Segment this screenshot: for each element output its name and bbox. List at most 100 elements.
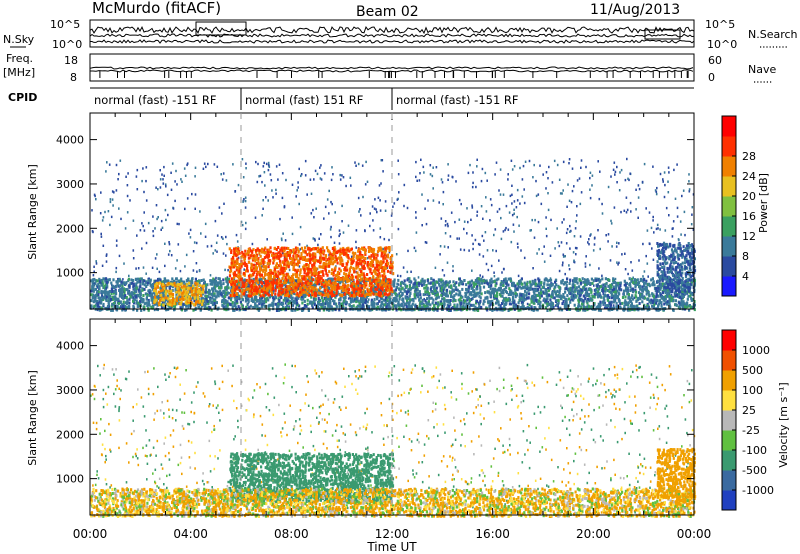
heatmap-cell bbox=[634, 289, 637, 292]
heatmap-cell bbox=[573, 261, 576, 264]
cpid-label: CPID bbox=[8, 91, 37, 104]
heatmap-cell bbox=[474, 282, 477, 286]
heatmap-cell bbox=[624, 299, 627, 303]
heatmap-cell bbox=[196, 270, 198, 273]
heatmap-cell bbox=[334, 308, 337, 312]
heatmap-cell bbox=[565, 304, 568, 308]
heatmap-cell bbox=[92, 283, 95, 287]
heatmap-cell bbox=[139, 285, 142, 289]
heatmap-cell bbox=[565, 287, 568, 290]
heatmap-cell bbox=[447, 163, 449, 166]
heatmap-cell bbox=[119, 159, 122, 162]
heatmap-cell bbox=[602, 283, 605, 287]
heatmap-cell bbox=[589, 263, 591, 267]
heatmap-cell bbox=[256, 299, 259, 303]
heatmap-cell bbox=[585, 283, 588, 287]
heatmap-cell bbox=[610, 219, 612, 223]
heatmap-cell bbox=[470, 298, 473, 301]
heatmap-cell bbox=[330, 305, 333, 309]
heatmap-cell bbox=[540, 281, 543, 285]
heatmap-cell bbox=[495, 278, 498, 282]
heatmap-cell bbox=[530, 306, 533, 310]
heatmap-cell bbox=[507, 297, 510, 301]
heatmap-cell bbox=[432, 298, 435, 302]
heatmap-cell bbox=[213, 278, 216, 282]
heatmap-cell bbox=[664, 295, 667, 298]
heatmap-cell bbox=[449, 295, 453, 299]
heatmap-cell bbox=[405, 303, 408, 307]
heatmap-cell bbox=[685, 303, 688, 307]
heatmap-cell bbox=[379, 199, 381, 202]
heatmap-cell bbox=[110, 308, 113, 312]
heatmap-cell bbox=[243, 268, 245, 271]
heatmap-cell bbox=[93, 265, 95, 268]
heatmap-cell bbox=[328, 253, 330, 257]
heatmap-cell bbox=[209, 279, 212, 283]
heatmap-cell bbox=[436, 308, 439, 312]
heatmap-cell bbox=[124, 227, 127, 230]
heatmap-cell bbox=[588, 288, 591, 292]
heatmap-cell bbox=[520, 301, 523, 304]
heatmap-cell bbox=[584, 306, 588, 310]
heatmap-cell bbox=[558, 308, 561, 312]
heatmap-cell bbox=[137, 301, 140, 305]
heatmap-cell bbox=[139, 299, 142, 303]
heatmap-cell bbox=[105, 253, 108, 256]
heatmap-cell bbox=[115, 270, 117, 274]
heatmap-cell bbox=[561, 302, 564, 306]
heatmap-cell bbox=[322, 306, 325, 310]
heatmap-cell bbox=[512, 223, 515, 226]
heatmap-cell bbox=[616, 165, 618, 169]
heatmap-cell bbox=[297, 181, 299, 184]
heatmap-cell bbox=[107, 296, 110, 300]
heatmap-cell bbox=[160, 228, 162, 231]
heatmap-cell bbox=[558, 291, 561, 295]
heatmap-cell bbox=[426, 305, 429, 309]
heatmap-cell bbox=[453, 294, 456, 298]
heatmap-cell bbox=[91, 280, 94, 284]
heatmap-cell bbox=[422, 304, 425, 308]
heatmap-cell bbox=[511, 295, 515, 299]
heatmap-cell bbox=[413, 308, 416, 312]
heatmap-cell bbox=[261, 180, 263, 184]
heatmap-cell bbox=[624, 295, 627, 299]
heatmap-cell bbox=[432, 166, 434, 169]
heatmap-cell bbox=[549, 304, 553, 308]
heatmap-cell bbox=[619, 302, 622, 306]
heatmap-cell bbox=[237, 256, 240, 260]
nsearch-tick-bottom: 10^0 bbox=[707, 38, 737, 51]
heatmap-cell bbox=[498, 292, 501, 296]
heatmap-cell bbox=[402, 306, 405, 310]
heatmap-cell bbox=[115, 239, 118, 242]
heatmap-cell bbox=[534, 293, 537, 297]
heatmap-cell bbox=[558, 269, 561, 273]
heatmap-cell bbox=[417, 295, 420, 299]
heatmap-cell bbox=[674, 299, 677, 303]
heatmap-cell bbox=[601, 274, 603, 277]
nsky-frame bbox=[89, 19, 695, 48]
heatmap-cell bbox=[310, 192, 313, 195]
heatmap-cell bbox=[498, 259, 500, 262]
heatmap-cell bbox=[561, 295, 564, 299]
heatmap-cell bbox=[277, 178, 279, 181]
heatmap-cell bbox=[370, 298, 373, 302]
heatmap-cell bbox=[516, 287, 519, 291]
heatmap-cell bbox=[503, 267, 505, 271]
heatmap-cell bbox=[164, 286, 168, 290]
heatmap-cell bbox=[210, 308, 213, 312]
heatmap-cell bbox=[382, 170, 384, 173]
heatmap-cell bbox=[463, 220, 466, 223]
heatmap-cell bbox=[526, 306, 529, 309]
heatmap-cell bbox=[580, 288, 583, 292]
heatmap-cell bbox=[132, 279, 135, 282]
heatmap-cell bbox=[573, 278, 576, 282]
heatmap-cell bbox=[159, 278, 162, 282]
heatmap-cell bbox=[500, 216, 502, 220]
heatmap-cell bbox=[317, 243, 319, 247]
heatmap-cell bbox=[122, 300, 125, 304]
heatmap-cell bbox=[505, 204, 508, 208]
heatmap-cell bbox=[383, 288, 386, 292]
heatmap-cell bbox=[661, 282, 664, 286]
heatmap-cell bbox=[558, 285, 561, 289]
heatmap-cell bbox=[681, 304, 684, 308]
